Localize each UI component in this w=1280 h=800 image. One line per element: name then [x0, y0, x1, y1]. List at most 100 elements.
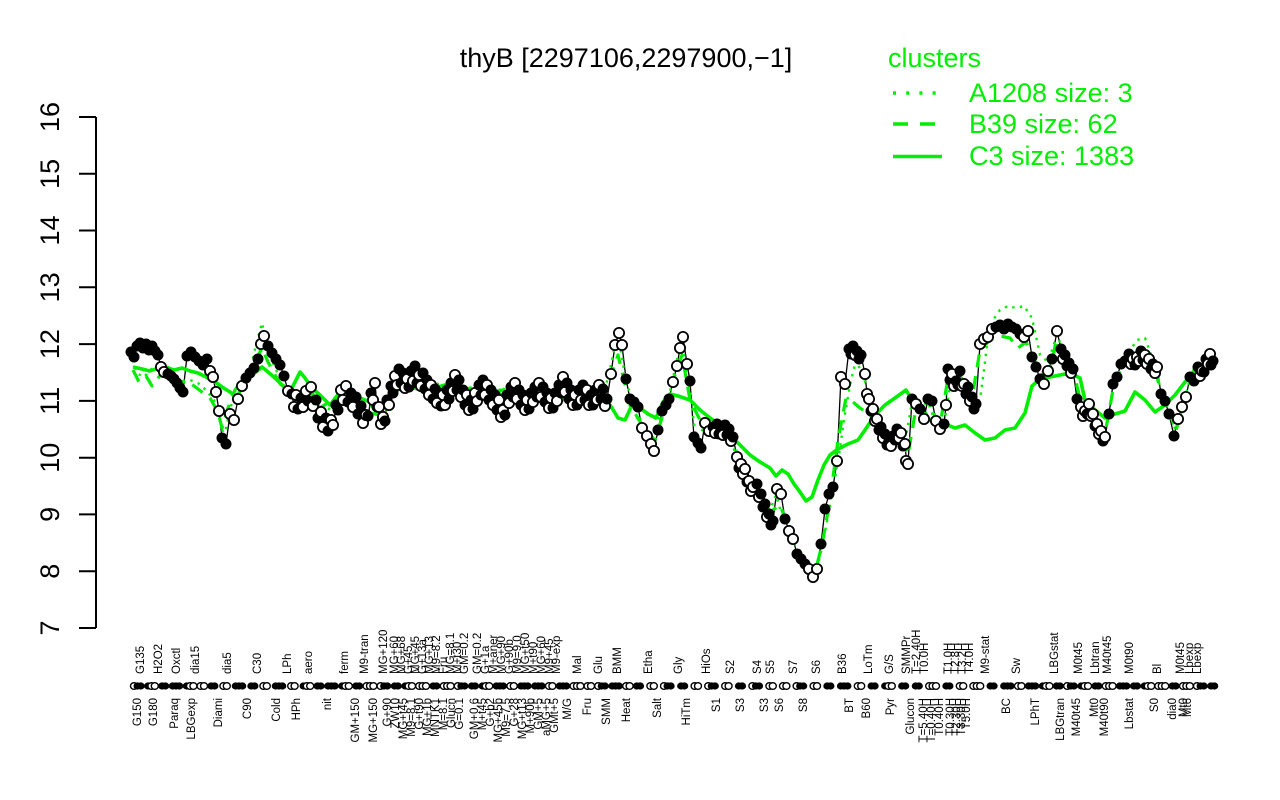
svg-text:MG+150: MG+150	[368, 698, 380, 742]
svg-text:M9-tran: M9-tran	[359, 634, 371, 674]
svg-text:GM=0.2: GM=0.2	[459, 633, 471, 674]
svg-text:Fru: Fru	[582, 698, 594, 715]
svg-text:M+t30: M+t30	[452, 642, 464, 674]
svg-text:Diami: Diami	[213, 698, 225, 727]
svg-text:A1208 size: 3: A1208 size: 3	[969, 78, 1133, 108]
svg-text:S4: S4	[752, 659, 764, 674]
svg-text:MG+60: MG+60	[389, 636, 401, 674]
svg-text:MG+t13: MG+t13	[517, 698, 529, 739]
svg-text:T2.30H: T2.30H	[951, 698, 963, 736]
svg-text:Etha: Etha	[643, 650, 655, 674]
svg-text:10: 10	[35, 443, 65, 473]
svg-text:T=5.40H: T=5.40H	[918, 698, 930, 742]
svg-text:nit: nit	[322, 697, 334, 710]
svg-text:HiOs: HiOs	[701, 648, 713, 674]
svg-text:SMM: SMM	[601, 698, 613, 725]
svg-text:M/G: M/G	[562, 698, 574, 720]
svg-text:S7: S7	[788, 660, 800, 674]
svg-text:Heat: Heat	[621, 697, 633, 722]
svg-text:Sw: Sw	[1011, 657, 1023, 674]
svg-text:S6: S6	[811, 660, 823, 674]
svg-text:Glucn: Glucn	[446, 698, 458, 728]
svg-text:7: 7	[35, 620, 65, 635]
svg-text:Gly: Gly	[673, 657, 685, 675]
svg-text:S5: S5	[765, 660, 777, 674]
svg-text:G=0.1: G=0.1	[454, 698, 466, 730]
svg-text:MG+45b: MG+45b	[493, 698, 505, 742]
svg-text:G+90b: G+90b	[504, 639, 516, 674]
svg-text:H2O2: H2O2	[153, 644, 165, 674]
svg-text:LBGexp: LBGexp	[186, 698, 198, 740]
svg-text:M=8.1: M=8.1	[438, 698, 450, 730]
svg-text:T3.30H: T3.30H	[956, 698, 968, 736]
svg-text:C30: C30	[252, 653, 264, 674]
svg-text:9: 9	[35, 507, 65, 522]
svg-text:MG+45: MG+45	[410, 636, 422, 674]
svg-text:G+1a: G+1a	[480, 645, 492, 674]
svg-text:11: 11	[35, 387, 65, 415]
svg-text:G+45: G+45	[403, 646, 415, 674]
svg-text:8: 8	[35, 564, 65, 579]
svg-text:BC: BC	[1001, 698, 1013, 714]
svg-text:dia0: dia0	[1167, 698, 1179, 720]
svg-text:M0t45: M0t45	[1175, 642, 1187, 674]
svg-text:M+t90: M+t90	[528, 642, 540, 674]
svg-text:T4.0H: T4.0H	[964, 643, 976, 674]
svg-text:M9-stat: M9-stat	[980, 635, 992, 674]
svg-text:Bl: Bl	[1152, 664, 1164, 674]
svg-text:S3: S3	[735, 698, 747, 712]
svg-text:G+b2: G+b2	[485, 698, 497, 726]
svg-text:S0: S0	[1149, 698, 1161, 712]
svg-text:M0t90: M0t90	[1124, 642, 1136, 674]
svg-text:M+aner: M+aner	[488, 635, 500, 674]
svg-text:HiTm: HiTm	[681, 698, 693, 725]
svg-text:Paraq: Paraq	[169, 698, 181, 729]
svg-text:T=0.40H: T=0.40H	[926, 698, 938, 742]
svg-text:GM+150: GM+150	[350, 698, 362, 742]
svg-text:B60: B60	[861, 698, 873, 718]
svg-text:GMt+5: GMt+5	[549, 698, 561, 733]
svg-text:T1.0H: T1.0H	[943, 643, 955, 674]
svg-text:S1: S1	[711, 698, 723, 712]
svg-text:15: 15	[35, 159, 65, 189]
svg-text:T0.30H: T0.30H	[945, 698, 957, 736]
svg-text:GM+5: GM+5	[533, 698, 545, 730]
svg-text:S3: S3	[759, 698, 771, 712]
svg-text:13: 13	[35, 272, 65, 302]
svg-text:Lbexp: Lbexp	[1192, 643, 1204, 674]
svg-text:T2.8H: T2.8H	[950, 643, 962, 674]
svg-text:T5.0H: T5.0H	[961, 698, 973, 729]
svg-text:ferm: ferm	[339, 651, 351, 674]
svg-text:14: 14	[35, 215, 65, 245]
svg-text:HPh: HPh	[291, 698, 303, 720]
svg-text:MNTK1: MNTK1	[430, 698, 442, 737]
svg-text:G+13a: G+13a	[417, 639, 429, 674]
svg-text:12: 12	[35, 329, 65, 359]
svg-text:S2: S2	[725, 660, 737, 674]
svg-text:GM=0.2: GM=0.2	[472, 633, 484, 674]
svg-text:LoTm: LoTm	[863, 645, 875, 674]
svg-text:M9=9.0: M9=9.0	[512, 635, 524, 674]
svg-text:C3 size: 1383: C3 size: 1383	[969, 141, 1134, 171]
svg-text:T3.2H: T3.2H	[957, 643, 969, 674]
svg-text:G135: G135	[135, 646, 147, 674]
svg-text:MG+68: MG+68	[396, 636, 408, 674]
svg-text:M9+45: M9+45	[544, 639, 556, 674]
svg-text:MG+13: MG+13	[424, 636, 436, 674]
svg-text:BMM: BMM	[612, 647, 624, 674]
svg-text:dia5: dia5	[222, 652, 234, 674]
svg-text:MG+120: MG+120	[378, 630, 390, 674]
svg-text:M9=7.5: M9=7.5	[501, 698, 513, 737]
svg-text:MG+t45: MG+t45	[398, 698, 410, 739]
svg-text:Glu: Glu	[593, 656, 605, 674]
svg-text:Lbstat: Lbstat	[1124, 697, 1136, 729]
svg-text:G/S: G/S	[884, 654, 896, 674]
svg-text:S8: S8	[798, 698, 810, 712]
svg-text:M40t45: M40t45	[1071, 698, 1083, 736]
svg-text:G+28: G+28	[509, 698, 521, 726]
svg-text:MG=8.1: MG=8.1	[445, 633, 457, 674]
svg-text:Mt6: Mt6	[1182, 698, 1194, 717]
svg-text:M0t45: M0t45	[1073, 642, 1085, 674]
svg-text:Lbexp: Lbexp	[1184, 643, 1196, 674]
svg-text:LPhT: LPhT	[1030, 698, 1042, 726]
